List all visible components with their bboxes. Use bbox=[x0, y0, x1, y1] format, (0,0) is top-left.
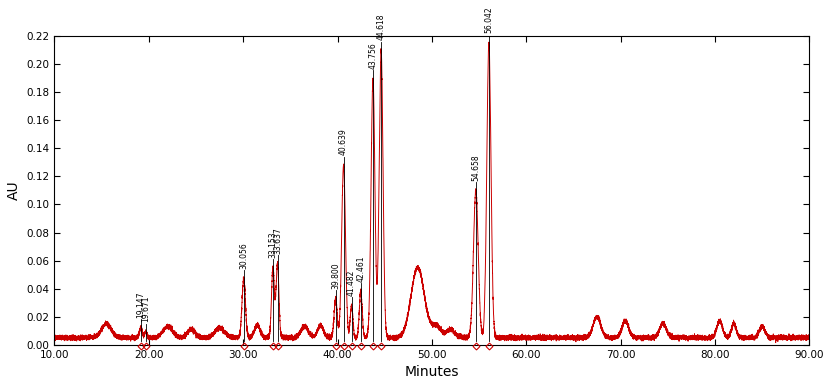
Text: 42.461: 42.461 bbox=[356, 255, 366, 281]
Text: 41.482: 41.482 bbox=[347, 269, 356, 296]
Text: 56.042: 56.042 bbox=[484, 7, 494, 34]
Text: 43.756: 43.756 bbox=[368, 42, 377, 68]
Text: 19.147: 19.147 bbox=[136, 291, 145, 318]
Y-axis label: AU: AU bbox=[7, 181, 21, 200]
Text: 19.671: 19.671 bbox=[141, 296, 150, 322]
Text: 30.056: 30.056 bbox=[239, 242, 248, 269]
X-axis label: Minutes: Minutes bbox=[405, 365, 460, 379]
Text: 40.639: 40.639 bbox=[339, 129, 348, 156]
Text: 33.153: 33.153 bbox=[268, 231, 278, 258]
Text: 44.618: 44.618 bbox=[376, 14, 386, 41]
Text: 54.658: 54.658 bbox=[471, 154, 480, 181]
Text: 33.637: 33.637 bbox=[273, 227, 282, 254]
Text: 39.800: 39.800 bbox=[332, 262, 340, 289]
